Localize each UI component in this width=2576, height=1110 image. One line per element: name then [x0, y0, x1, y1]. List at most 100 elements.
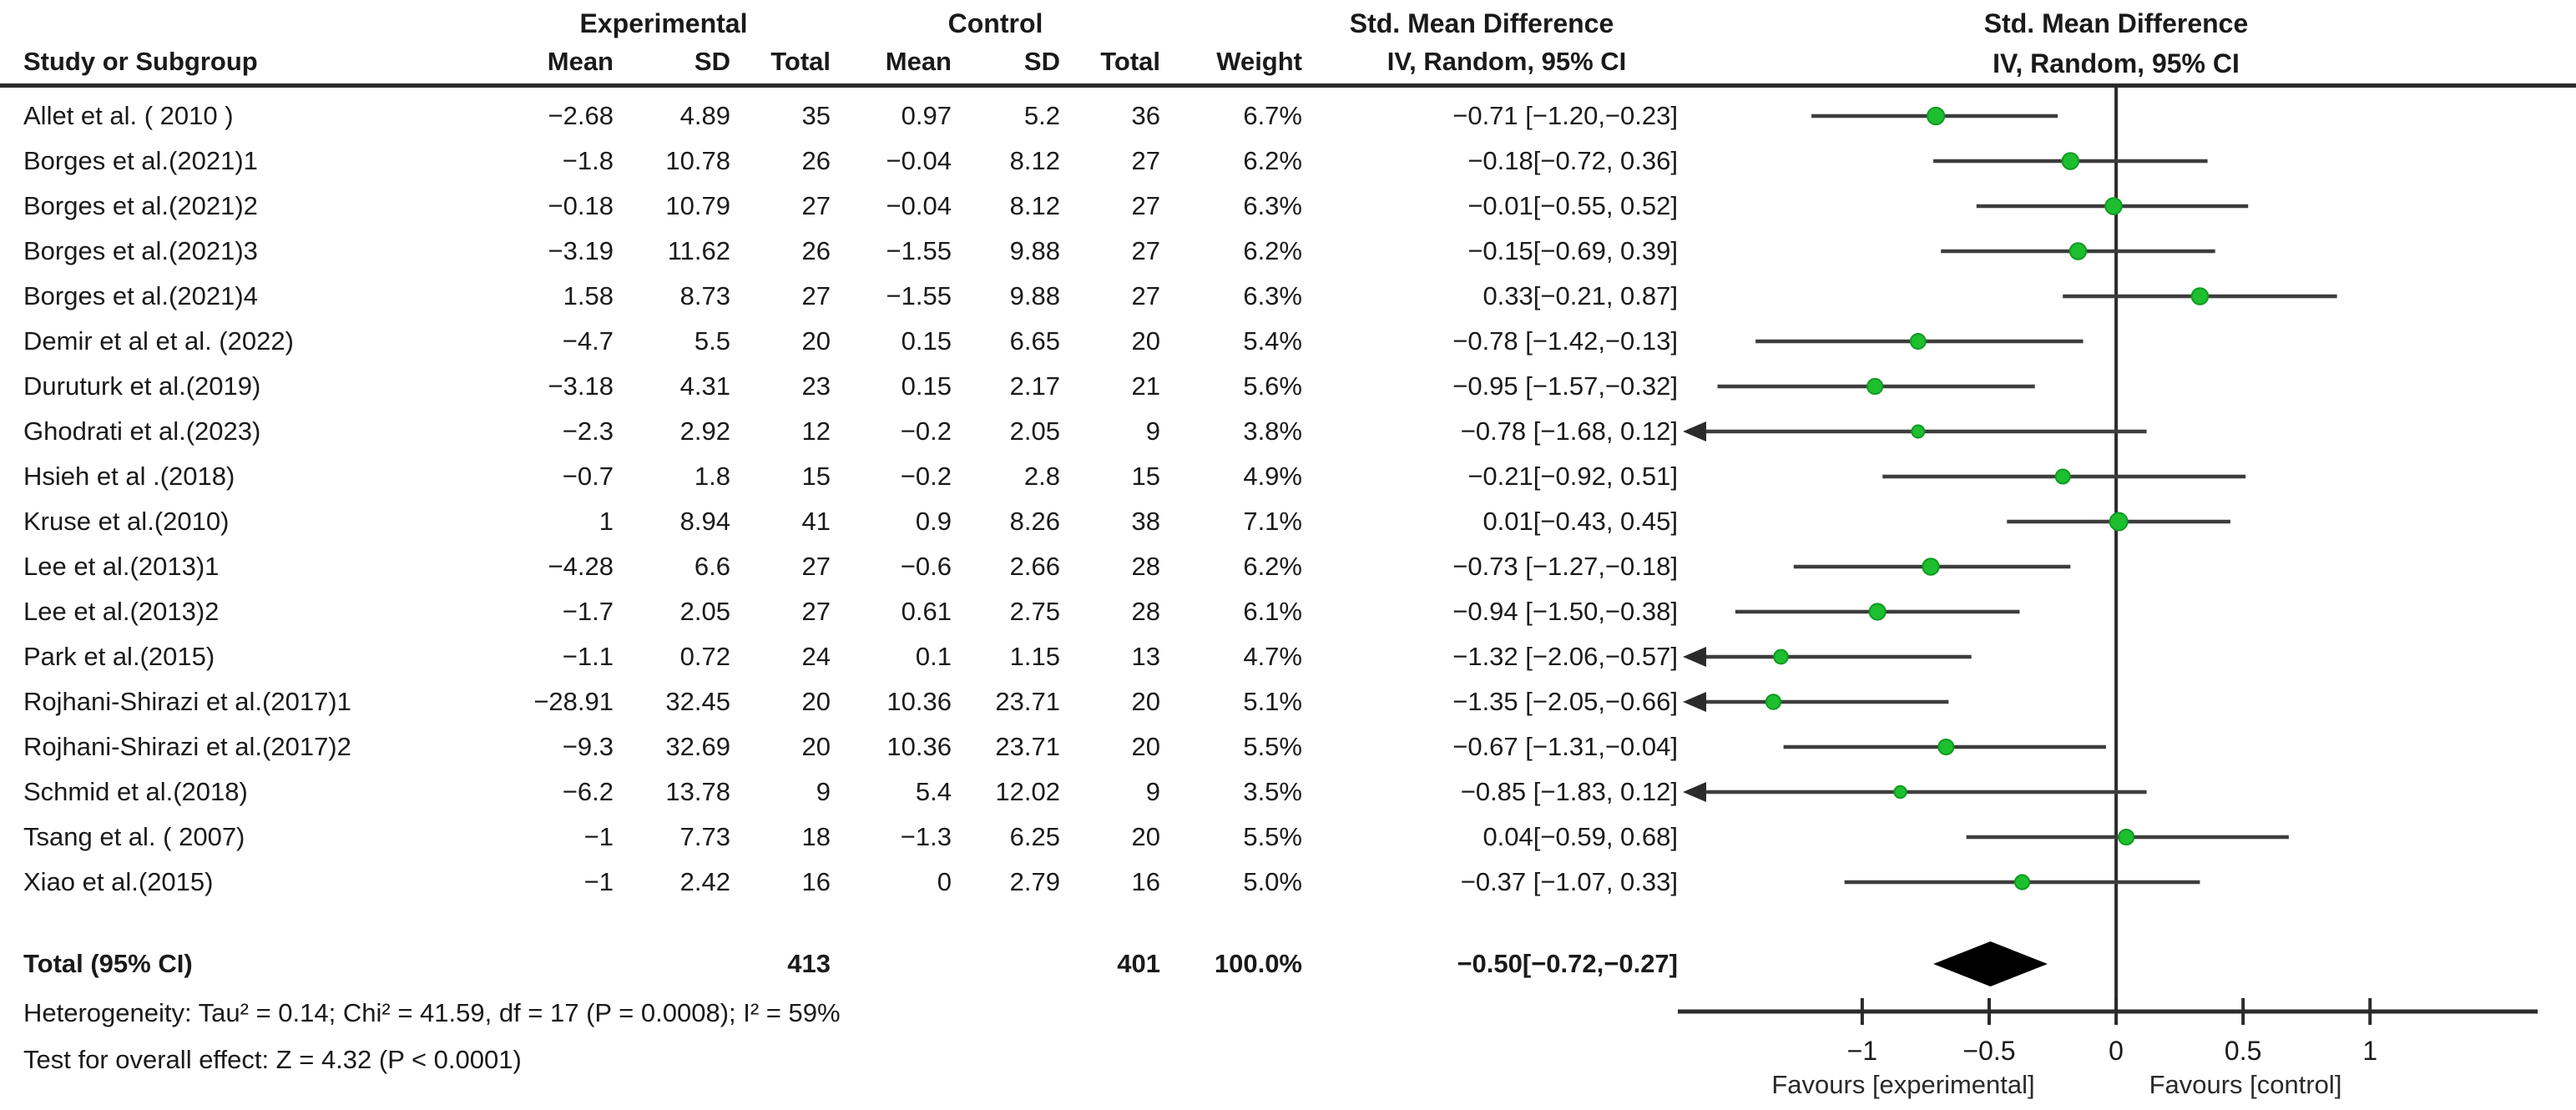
ctrl-sd-cell: 9.88: [1009, 281, 1060, 310]
weight-cell: 4.9%: [1243, 462, 1302, 491]
ctrl-total-cell: 28: [1131, 597, 1160, 626]
ctrl-total-cell: 20: [1131, 326, 1160, 356]
exp-total-cell: 16: [801, 867, 831, 896]
ctrl-total-cell: 27: [1131, 146, 1160, 175]
study-name-cell: Rojhani-Shirazi et al.(2017)2: [23, 732, 351, 761]
exp-mean-cell: −3.19: [548, 236, 614, 265]
exp-sd-cell: 10.78: [665, 146, 730, 175]
exp-mean-cell: −9.3: [562, 732, 614, 761]
ci-text-cell: −0.15[−0.69, 0.39]: [1467, 236, 1678, 265]
table-row: Borges et al.(2021)3 −3.19 11.62 26 −1.55 9.8…: [0, 229, 1678, 274]
ctrl-mean-cell: −0.6: [900, 552, 952, 581]
ctrl-total-cell: 20: [1131, 822, 1160, 851]
exp-mean-cell: −28.91: [533, 687, 614, 716]
ctrl-sd-cell: 12.02: [995, 777, 1060, 806]
exp-total-cell: 18: [801, 822, 831, 851]
ci-text-cell: −0.37 [−1.07, 0.33]: [1460, 867, 1678, 896]
ctrl-mean-cell: −0.2: [900, 416, 952, 446]
ci-text-cell: −1.35 [−2.05,−0.66]: [1452, 687, 1678, 716]
total-ctrl-n: 401: [1117, 949, 1160, 978]
ctrl-mean-cell: 0.97: [901, 101, 952, 130]
ctrl-total-cell: 15: [1131, 462, 1160, 491]
study-name-cell: Rojhani-Shirazi et al.(2017)1: [23, 687, 351, 716]
table-row: Borges et al.(2021)2 −0.18 10.79 27 −0.04 8.1…: [0, 184, 1678, 229]
axis-tick-label: −0.5: [1962, 1036, 2015, 1066]
header-group-control: Control: [947, 8, 1043, 38]
weight-cell: 3.8%: [1243, 416, 1302, 446]
weight-cell: 3.5%: [1243, 777, 1302, 806]
table-row: Rojhani-Shirazi et al.(2017)1 −28.91 32.45…: [0, 679, 1678, 724]
weight-cell: 6.2%: [1243, 146, 1302, 175]
exp-mean-cell: −1.8: [562, 146, 614, 175]
weight-cell: 4.7%: [1243, 642, 1302, 671]
ctrl-total-cell: 20: [1131, 732, 1160, 761]
col-header-ci-method: IV, Random, 95% CI: [1386, 47, 1627, 76]
exp-sd-cell: 7.73: [679, 822, 730, 851]
effect-marker: [1937, 738, 1955, 756]
weight-cell: 5.4%: [1243, 326, 1302, 356]
ci-text-cell: −0.21[−0.92, 0.51]: [1467, 462, 1678, 491]
ctrl-sd-cell: 2.05: [1009, 416, 1060, 446]
ctrl-total-cell: 13: [1131, 642, 1160, 671]
exp-total-cell: 27: [801, 191, 831, 220]
clip-arrow-left: [1683, 647, 1706, 667]
weight-cell: 6.3%: [1243, 191, 1302, 220]
total-diamond: [1933, 941, 2048, 986]
exp-total-cell: 27: [801, 281, 831, 310]
exp-total-cell: 27: [801, 552, 831, 581]
exp-sd-cell: 4.31: [679, 371, 730, 401]
effect-marker: [2054, 468, 2071, 485]
ctrl-sd-cell: 8.26: [1009, 507, 1060, 536]
ctrl-sd-cell: 23.71: [995, 732, 1060, 761]
effect-marker: [1893, 785, 1907, 800]
exp-sd-cell: 32.45: [665, 687, 730, 716]
ctrl-mean-cell: 10.36: [886, 732, 952, 761]
study-rows: Allet et al. ( 2010 ) −2.68 4.89 35 0.97 5.2 3…: [0, 93, 1678, 905]
ci-text-cell: 0.33[−0.21, 0.87]: [1482, 281, 1678, 310]
exp-sd-cell: 2.05: [679, 597, 730, 626]
exp-total-cell: 20: [801, 326, 831, 356]
ci-text-cell: −0.85 [−1.83, 0.12]: [1460, 777, 1678, 806]
exp-sd-cell: 6.6: [694, 552, 730, 581]
plot-header-ci-method: IV, Random, 95% CI: [1993, 48, 2240, 78]
weight-cell: 6.3%: [1243, 281, 1302, 310]
exp-mean-cell: −1: [583, 822, 614, 851]
total-label: Total (95% CI): [23, 949, 193, 978]
ctrl-total-cell: 9: [1145, 777, 1160, 806]
effect-marker: [1911, 424, 1926, 439]
exp-mean-cell: 1.58: [563, 281, 614, 310]
exp-sd-cell: 13.78: [665, 777, 730, 806]
effect-marker: [1866, 377, 1884, 396]
column-header-row: Study or Subgroup Mean SD Total Mean SD …: [0, 42, 1678, 82]
exp-mean-cell: −2.3: [562, 416, 614, 446]
weight-cell: 5.1%: [1243, 687, 1302, 716]
table-row: Kruse et al.(2010) 1 8.94 41 0.9 8.26 38 7.1% 0.…: [0, 499, 1678, 544]
table-row: Rojhani-Shirazi et al.(2017)2 −9.3 32.69 20…: [0, 724, 1678, 769]
ctrl-sd-cell: 2.17: [1009, 371, 1060, 401]
ci-text-cell: −0.78 [−1.68, 0.12]: [1460, 416, 1678, 446]
ctrl-mean-cell: 0: [937, 867, 952, 896]
effect-marker: [2118, 828, 2135, 846]
ctrl-mean-cell: −0.04: [886, 191, 952, 220]
exp-sd-cell: 5.5: [694, 326, 730, 356]
ctrl-mean-cell: −0.04: [886, 146, 952, 175]
exp-mean-cell: −3.18: [548, 371, 614, 401]
table-row: Lee et al.(2013)2 −1.7 2.05 27 0.61 2.75 28 6.1…: [0, 589, 1678, 634]
exp-mean-cell: −4.28: [548, 552, 614, 581]
ctrl-mean-cell: 0.15: [901, 326, 952, 356]
ctrl-total-cell: 27: [1131, 236, 1160, 265]
exp-total-cell: 41: [801, 507, 831, 536]
overall-effect-note: Test for overall effect: Z = 4.32 (P < 0…: [23, 1045, 522, 1074]
table-row: Borges et al.(2021)4 1.58 8.73 27 −1.55 9.88 2…: [0, 274, 1678, 319]
ctrl-mean-cell: 10.36: [886, 687, 952, 716]
study-name-cell: Lee et al.(2013)1: [23, 552, 220, 581]
col-header-weight: Weight: [1216, 47, 1302, 76]
weight-cell: 5.0%: [1243, 867, 1302, 896]
study-name-cell: Hsieh et al .(2018): [23, 462, 235, 491]
ctrl-total-cell: 21: [1131, 371, 1160, 401]
ctrl-sd-cell: 2.79: [1009, 867, 1060, 896]
exp-sd-cell: 8.73: [679, 281, 730, 310]
study-name-cell: Borges et al.(2021)2: [23, 191, 258, 220]
exp-total-cell: 23: [801, 371, 831, 401]
study-name-cell: Duruturk et al.(2019): [23, 371, 261, 401]
